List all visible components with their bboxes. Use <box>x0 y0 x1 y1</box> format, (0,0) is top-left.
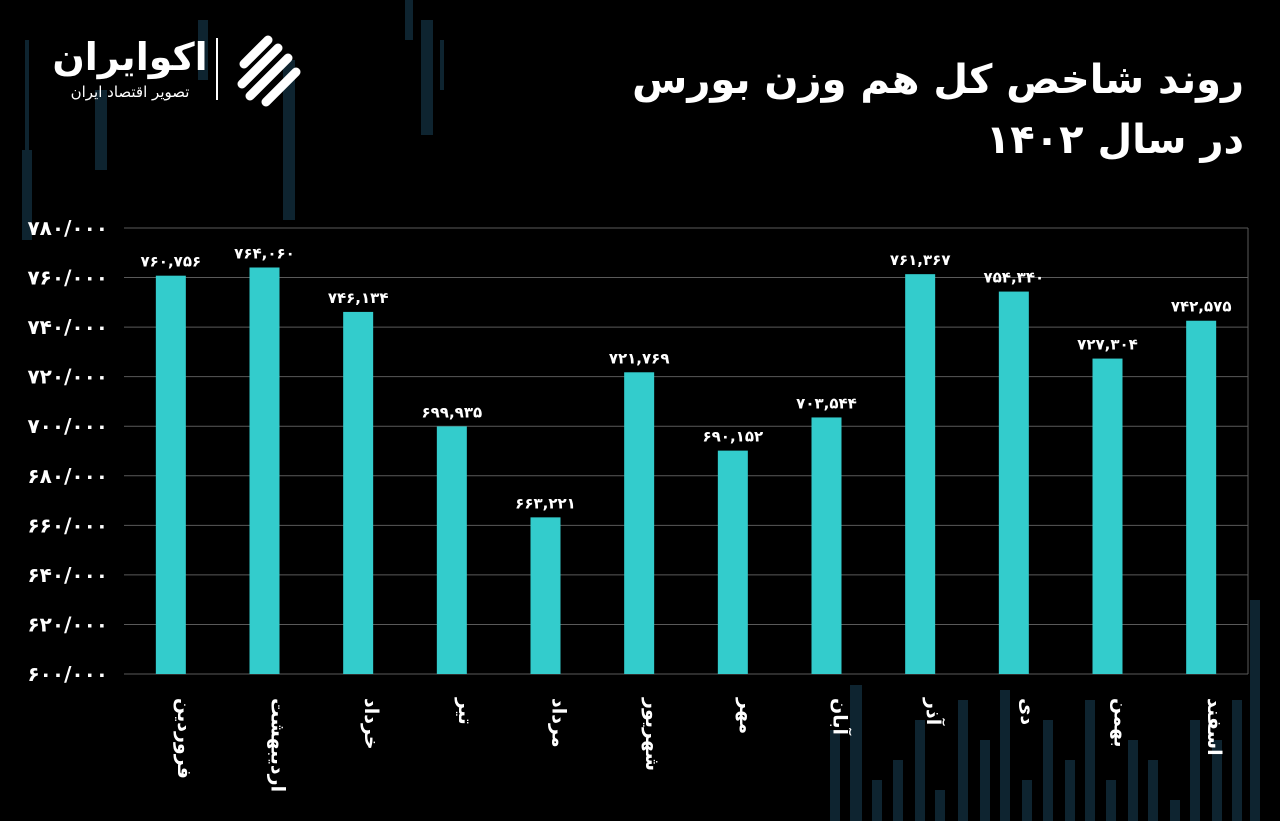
bar <box>249 267 280 674</box>
y-tick-label: ۶۶۰/۰۰۰ <box>27 513 108 537</box>
bar <box>905 274 936 674</box>
x-category-label: مهر <box>735 697 757 734</box>
x-category-label: تیر <box>454 697 476 725</box>
bar <box>717 450 748 674</box>
bar <box>343 311 374 674</box>
bar <box>624 372 655 674</box>
y-tick-label: ۶۰۰/۰۰۰ <box>27 662 108 686</box>
x-category-label: اردیبهشت <box>267 698 289 792</box>
bar-value-label: ۶۶۳,۲۲۱ <box>515 494 576 512</box>
x-category-label: آذر <box>922 697 946 726</box>
x-category-label: آبان <box>829 698 853 735</box>
x-category-label: بهمن <box>1110 698 1132 748</box>
gridlines <box>124 227 1249 675</box>
bar-value-label: ۷۵۴,۳۴۰ <box>984 269 1045 287</box>
chart-title: روند شاخص کل هم وزن بورس در سال ۱۴۰۲ <box>604 50 1244 170</box>
bar-value-label: ۷۲۷,۳۰۴ <box>1077 336 1138 354</box>
bar <box>436 426 467 674</box>
bar <box>998 291 1029 674</box>
y-tick-label: ۶۲۰/۰۰۰ <box>27 612 108 636</box>
y-axis-tick-labels: ۶۰۰/۰۰۰ ۶۲۰/۰۰۰ ۶۴۰/۰۰۰ ۶۶۰/۰۰۰ ۶۸۰/۰۰۰ ۷۰۰/۰… <box>27 216 108 686</box>
y-tick-label: ۷۲۰/۰۰۰ <box>27 365 108 389</box>
bar-chart: ۶۰۰/۰۰۰ ۶۲۰/۰۰۰ ۶۴۰/۰۰۰ ۶۶۰/۰۰۰ ۶۸۰/۰۰۰ ۷۰۰/۰… <box>27 216 1249 792</box>
bar-value-label: ۷۶۱,۳۶۷ <box>890 251 951 269</box>
bar-value-label: ۷۴۶,۱۳۴ <box>328 289 389 307</box>
bar-value-label: ۷۲۱,۷۶۹ <box>609 349 670 367</box>
bar-value-label: ۷۶۰,۷۵۶ <box>141 253 202 271</box>
bar <box>530 517 561 674</box>
bar-value-label: ۷۶۴,۰۶۰ <box>234 244 295 262</box>
data-labels: ۷۶۰,۷۵۶ ۷۶۴,۰۶۰ ۷۴۶,۱۳۴ ۶۹۹,۹۳۵ ۶۶۳,۲۲۱ ۷۲۱,۷… <box>141 244 1232 512</box>
bar <box>811 417 842 674</box>
chart-title-line-2: در سال ۱۴۰۲ <box>985 117 1244 163</box>
x-category-label: فروردین <box>173 698 195 779</box>
bar-value-label: ۷۴۲,۵۷۵ <box>1171 298 1232 316</box>
y-tick-label: ۷۶۰/۰۰۰ <box>27 266 108 290</box>
y-tick-label: ۷۸۰/۰۰۰ <box>27 216 108 240</box>
bars <box>155 267 1217 674</box>
x-category-label: شهریور <box>641 697 663 771</box>
x-category-label: خرداد <box>360 698 382 750</box>
y-tick-label: ۷۴۰/۰۰۰ <box>27 315 108 339</box>
brand-tagline: تصویر اقتصاد ایران <box>70 83 190 101</box>
x-category-label: دی <box>1016 698 1038 725</box>
y-tick-label: ۶۸۰/۰۰۰ <box>27 464 108 488</box>
bar-value-label: ۶۹۹,۹۳۵ <box>422 403 483 421</box>
bar <box>155 275 186 674</box>
logo-divider <box>216 38 218 100</box>
x-axis-category-labels: فروردین اردیبهشت خرداد تیر مرداد شهریور مهر آبا… <box>173 697 1225 792</box>
brand-logo[interactable]: اکوایران تصویر اقتصاد ایران <box>50 32 310 110</box>
y-tick-label: ۷۰۰/۰۰۰ <box>27 414 108 438</box>
brand-logo-icon <box>237 35 301 107</box>
brand-name: اکوایران <box>52 35 208 79</box>
bar-value-label: ۶۹۰,۱۵۲ <box>703 428 764 446</box>
x-category-label: اسفند <box>1203 698 1225 756</box>
y-tick-label: ۶۴۰/۰۰۰ <box>27 563 108 587</box>
chart-title-line-1: روند شاخص کل هم وزن بورس <box>632 57 1244 103</box>
bar <box>1186 320 1217 674</box>
bar <box>1092 358 1123 674</box>
bar-value-label: ۷۰۳,۵۴۴ <box>796 394 857 412</box>
x-category-label: مرداد <box>548 698 570 748</box>
